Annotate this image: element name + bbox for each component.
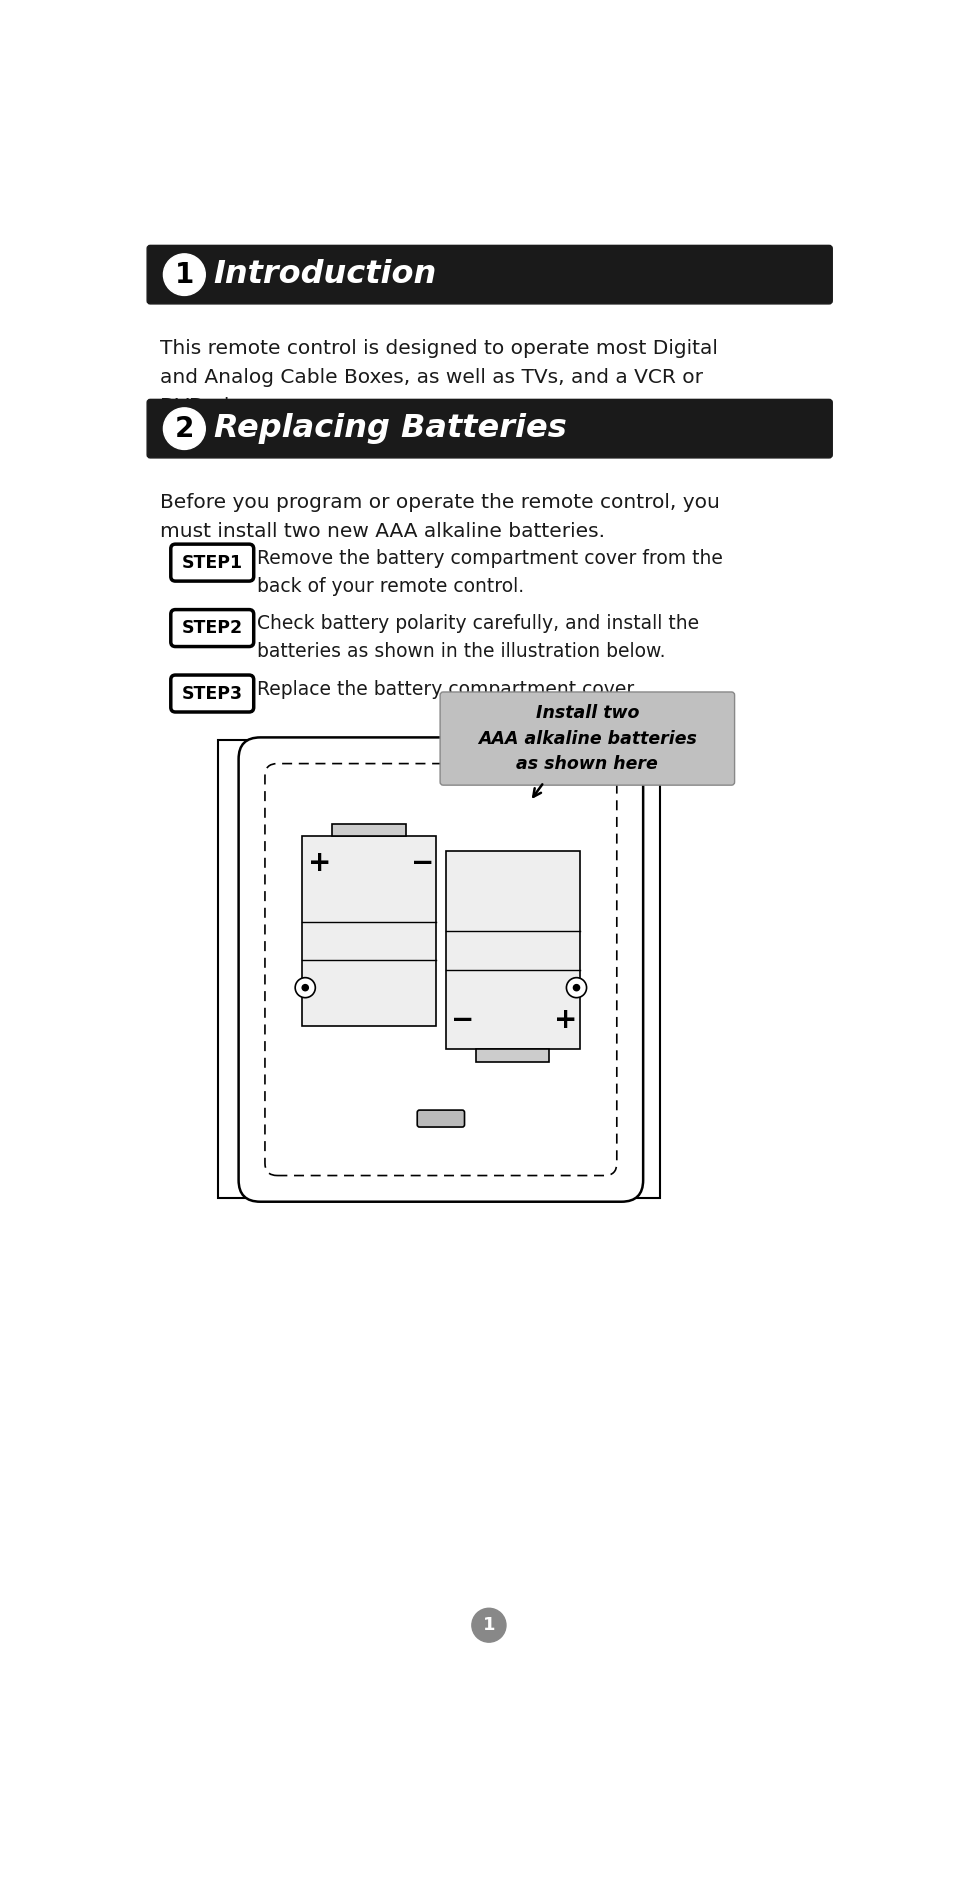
Circle shape (163, 254, 205, 295)
Circle shape (573, 984, 579, 992)
Bar (445, 851, 579, 1050)
Text: +: + (307, 849, 331, 877)
Circle shape (294, 978, 315, 997)
Text: −: − (410, 849, 434, 877)
Circle shape (163, 408, 205, 449)
Text: This remote control is designed to operate most Digital
and Analog Cable Boxes, : This remote control is designed to opera… (159, 340, 717, 415)
FancyBboxPatch shape (171, 610, 253, 646)
Circle shape (566, 978, 586, 997)
Text: Install two
AAA alkaline batteries
as shown here: Install two AAA alkaline batteries as sh… (477, 704, 696, 774)
FancyBboxPatch shape (238, 738, 642, 1202)
Bar (218, 740, 659, 1198)
Text: Replace the battery compartment cover.: Replace the battery compartment cover. (257, 680, 638, 699)
Text: Check battery polarity carefully, and install the
batteries as shown in the illu: Check battery polarity carefully, and in… (257, 614, 699, 661)
Text: +: + (554, 1007, 577, 1035)
Text: Introduction: Introduction (213, 259, 436, 289)
FancyBboxPatch shape (147, 246, 831, 304)
Text: −: − (451, 1007, 474, 1035)
FancyBboxPatch shape (416, 1110, 464, 1127)
Text: Replacing Batteries: Replacing Batteries (213, 413, 566, 443)
Text: Before you program or operate the remote control, you
must install two new AAA a: Before you program or operate the remote… (159, 494, 719, 541)
Circle shape (472, 1608, 505, 1641)
Bar (332, 824, 406, 836)
Text: 2: 2 (174, 415, 193, 443)
Text: STEP3: STEP3 (182, 684, 242, 702)
Text: 1: 1 (482, 1617, 495, 1634)
Bar (302, 836, 436, 1025)
FancyBboxPatch shape (439, 691, 734, 785)
Text: Remove the battery compartment cover from the
back of your remote control.: Remove the battery compartment cover fro… (257, 548, 722, 595)
Text: STEP2: STEP2 (181, 620, 243, 637)
Circle shape (302, 984, 308, 992)
FancyBboxPatch shape (171, 545, 253, 580)
Text: 1: 1 (174, 261, 193, 289)
Bar (476, 1050, 549, 1061)
FancyBboxPatch shape (147, 400, 831, 458)
Text: STEP1: STEP1 (181, 554, 243, 571)
FancyBboxPatch shape (171, 674, 253, 712)
